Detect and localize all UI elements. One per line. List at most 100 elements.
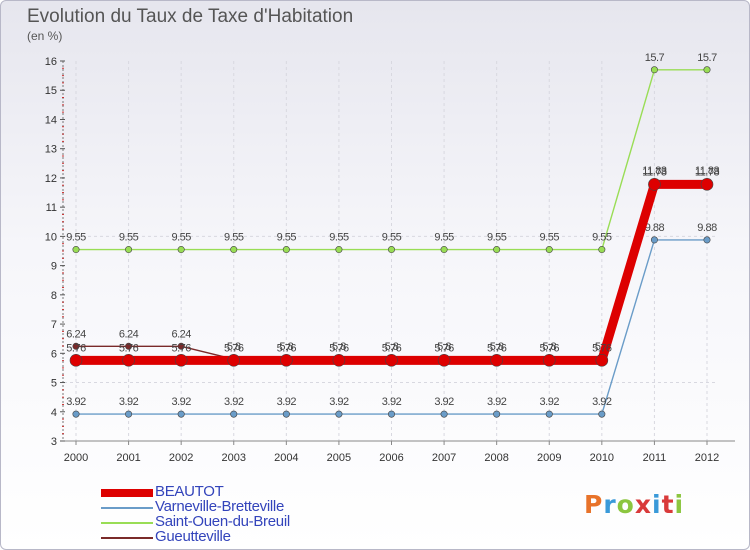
data-point-saint-ouen-du-breuil (545, 246, 553, 254)
data-point-saint-ouen-du-breuil (598, 246, 606, 254)
series-varneville-bretteville: 3.92 3.92 3.92 3.92 3.92 3.92 3.92 3.92 3.92 3.92… (66, 222, 718, 418)
logo-letter: o (616, 490, 635, 519)
data-point-beautot (595, 354, 609, 367)
y-tick-label: 8 (51, 290, 57, 302)
y-tick-label: 15 (45, 85, 57, 97)
data-point-saint-ouen-du-breuil (650, 66, 658, 74)
logo-letter: i (674, 490, 685, 519)
data-point-saint-ouen-du-breuil (440, 246, 448, 254)
data-label-varneville-bretteville: 3.92 (224, 396, 244, 408)
data-point-saint-ouen-du-breuil (125, 246, 133, 254)
data-point-beautot (69, 354, 83, 367)
data-label-gueutteville: 11.83 (642, 165, 667, 177)
data-point-varneville-bretteville (545, 410, 553, 418)
data-point-saint-ouen-du-breuil (177, 246, 185, 254)
logo-letter: x (634, 490, 652, 519)
data-point-saint-ouen-du-breuil (703, 66, 711, 74)
logo-letter: t (661, 490, 675, 519)
proxiti-logo: Proxiti (584, 490, 684, 519)
data-point-beautot (700, 178, 714, 191)
data-label-beautot: 5.76 (382, 342, 402, 354)
data-point-varneville-bretteville (598, 410, 606, 418)
x-tick-label: 2003 (222, 452, 246, 464)
data-label-gueutteville: 5.8 (490, 341, 504, 353)
legend-swatch (101, 522, 153, 524)
series-group: 6.24 6.24 6.245.8 5.8 5.8 5.8 5.8 5.8 5.8 5.811.8… (66, 52, 720, 418)
data-point-varneville-bretteville (493, 410, 501, 418)
data-label-beautot: 5.76 (277, 342, 297, 354)
data-label-gueutteville: 6.24 (171, 328, 191, 340)
data-point-varneville-bretteville (440, 410, 448, 418)
data-point-beautot (648, 178, 661, 191)
y-tick-label: 5 (51, 378, 57, 390)
data-label-varneville-bretteville: 3.92 (382, 396, 402, 408)
legend-label: Varneville-Bretteville (155, 498, 285, 515)
series-saint-ouen-du-breuil: 9.55 9.55 9.55 9.55 9.55 9.55 9.55 9.55 9.55 9.55… (66, 52, 718, 254)
data-label-beautot: 5.76 (540, 342, 560, 354)
data-point-beautot (122, 354, 135, 367)
x-tick-label: 2004 (274, 452, 298, 464)
chart-unit-label: (en %) (27, 29, 63, 43)
data-point-saint-ouen-du-breuil (387, 246, 395, 254)
x-tick-label: 2000 (64, 452, 88, 464)
data-label-saint-ouen-du-breuil: 9.55 (434, 232, 454, 244)
x-tick-label: 2011 (643, 452, 667, 464)
y-tick-label: 16 (45, 56, 57, 68)
data-point-beautot (174, 354, 188, 367)
data-point-beautot (280, 354, 293, 367)
data-label-beautot: 11.78 (695, 166, 720, 178)
data-point-beautot (437, 354, 451, 367)
y-tick-label: 9 (51, 261, 57, 273)
y-tick-label: 10 (45, 231, 57, 243)
data-label-varneville-bretteville: 3.92 (119, 396, 139, 408)
data-label-varneville-bretteville: 9.88 (697, 222, 717, 234)
chart-title: Evolution du Taux de Taxe d'Habitation (27, 6, 354, 27)
x-tick-label: 2001 (116, 452, 140, 464)
data-point-varneville-bretteville (387, 410, 395, 418)
data-label-saint-ouen-du-breuil: 9.55 (382, 232, 402, 244)
data-point-beautot (490, 354, 503, 367)
axes: 3 4 5 6 7 8 9 10 11 12 13 14 15 16 2000 2001 2002 2003 200… (45, 56, 735, 464)
data-label-gueutteville: 5.8 (437, 341, 451, 353)
legend-swatch (101, 507, 153, 509)
legend-label: BEAUTOT (155, 483, 224, 500)
data-point-varneville-bretteville (335, 410, 343, 418)
data-label-saint-ouen-du-breuil: 9.55 (224, 232, 244, 244)
data-label-gueutteville: 5.8 (542, 341, 556, 353)
data-label-saint-ouen-du-breuil: 9.55 (487, 232, 507, 244)
data-point-gueutteville (72, 342, 80, 350)
data-label-gueutteville: 6.24 (119, 328, 139, 340)
data-point-varneville-bretteville (72, 410, 80, 418)
data-point-beautot (227, 354, 241, 367)
data-point-gueutteville (177, 342, 185, 350)
x-tick-label: 2009 (537, 452, 561, 464)
legend-label: Gueutteville (155, 528, 231, 545)
data-label-beautot: 5.76 (592, 342, 612, 354)
x-tick-label: 2010 (590, 452, 614, 464)
data-label-beautot: 5.76 (224, 342, 244, 354)
data-label-varneville-bretteville: 3.92 (329, 396, 349, 408)
data-label-saint-ouen-du-breuil: 9.55 (171, 232, 191, 244)
data-point-saint-ouen-du-breuil (493, 246, 501, 254)
data-label-beautot: 5.76 (119, 342, 139, 354)
data-label-gueutteville: 5.8 (279, 341, 293, 353)
data-point-varneville-bretteville (177, 410, 185, 418)
legend-label: Saint-Ouen-du-Breuil (155, 513, 290, 530)
data-point-beautot (385, 354, 398, 367)
data-label-beautot: 5.76 (66, 342, 86, 354)
data-label-gueutteville: 5.8 (332, 341, 346, 353)
y-tick-label: 7 (51, 319, 57, 331)
data-label-varneville-bretteville: 3.92 (277, 396, 297, 408)
y-tick-label: 11 (46, 202, 57, 214)
data-label-saint-ouen-du-breuil: 15.7 (645, 52, 665, 64)
data-label-varneville-bretteville: 3.92 (540, 396, 560, 408)
x-tick-label: 2007 (432, 452, 456, 464)
data-label-beautot: 5.76 (329, 342, 349, 354)
data-point-varneville-bretteville (230, 410, 238, 418)
data-point-beautot (332, 354, 346, 367)
data-label-saint-ouen-du-breuil: 9.55 (119, 232, 139, 244)
logo-letter: i (652, 490, 662, 519)
x-tick-label: 2005 (327, 452, 351, 464)
series-gueutteville: 6.24 6.24 6.245.8 5.8 5.8 5.8 5.8 5.8 5.8 5.811.8… (66, 165, 720, 363)
